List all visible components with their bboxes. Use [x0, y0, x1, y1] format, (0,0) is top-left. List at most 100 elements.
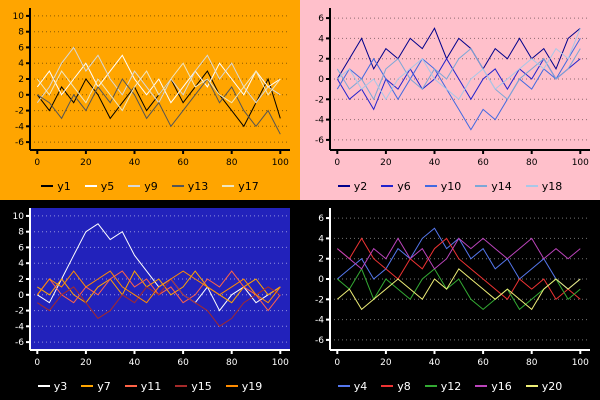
svg-text:-2: -2 [15, 107, 24, 117]
svg-text:40: 40 [429, 358, 441, 368]
svg-text:60: 60 [477, 358, 489, 368]
legend-label: y15 [191, 379, 212, 393]
legend-label: y9 [144, 179, 158, 193]
svg-text:40: 40 [129, 158, 141, 168]
legend-label: y17 [238, 179, 259, 193]
svg-text:10: 10 [13, 12, 25, 22]
svg-text:2: 2 [18, 275, 24, 285]
svg-text:-2: -2 [15, 307, 24, 317]
svg-text:10: 10 [13, 212, 25, 222]
legend-label: y20 [541, 379, 563, 393]
legend-swatch [124, 385, 137, 387]
legend-label: y8 [397, 379, 411, 393]
legend-item: y14 [475, 180, 512, 193]
svg-text:2: 2 [318, 55, 324, 65]
legend-swatch [525, 385, 538, 387]
svg-text:0: 0 [334, 158, 340, 168]
legend-bottom-right: y4 y8 y12 y16 y20 [300, 372, 600, 400]
legend-swatch [225, 385, 238, 387]
legend-swatch [381, 185, 394, 187]
legend-swatch [381, 385, 394, 387]
legend-label: y16 [491, 379, 512, 393]
svg-text:20: 20 [80, 358, 92, 368]
legend-label: y11 [140, 379, 162, 393]
svg-text:40: 40 [129, 358, 141, 368]
legend-item: y5 [84, 179, 115, 193]
legend-bottom-left: y3 y7 y11 y15 y19 [0, 372, 300, 400]
svg-text:2: 2 [18, 75, 24, 85]
svg-text:0: 0 [18, 291, 24, 301]
svg-text:-2: -2 [315, 95, 324, 105]
svg-text:4: 4 [18, 59, 24, 69]
legend-label: y2 [353, 179, 368, 193]
svg-text:6: 6 [18, 243, 24, 253]
legend-label: y4 [353, 379, 368, 393]
svg-text:20: 20 [380, 358, 392, 368]
svg-text:0: 0 [318, 275, 324, 285]
legend-swatch [525, 185, 538, 187]
svg-text:-2: -2 [315, 295, 324, 305]
svg-text:-6: -6 [15, 138, 24, 148]
legend-top-left: y1 y5 y9 y13 y17 [0, 172, 300, 200]
svg-text:-6: -6 [315, 136, 324, 146]
legend-label: y6 [397, 179, 411, 193]
legend-item: y10 [424, 180, 461, 193]
legend-label: y14 [491, 179, 512, 193]
svg-text:4: 4 [318, 234, 324, 244]
legend-swatch [81, 385, 94, 387]
legend-item: y7 [81, 380, 111, 393]
legend-item: y12 [424, 379, 462, 393]
svg-text:100: 100 [272, 358, 289, 368]
legend-label: y19 [241, 379, 263, 393]
legend-item: y11 [124, 379, 162, 393]
legend-swatch [171, 185, 184, 187]
svg-text:0: 0 [318, 75, 324, 85]
svg-text:8: 8 [18, 28, 24, 38]
legend-item: y16 [475, 380, 512, 393]
legend-label: y7 [97, 379, 111, 393]
chart-panel-bottom-right: -6 -4 -2 0 2 4 6 0 20 40 60 80 100 y4 y8 y12 y16 y20 [300, 200, 600, 400]
svg-text:80: 80 [526, 358, 538, 368]
legend-item: y18 [525, 180, 562, 193]
chart-panel-bottom-left: -6 -4 -2 0 2 4 6 8 10 0 20 40 60 80 100 y3 y7 y11 y15 y19 [0, 200, 300, 400]
svg-text:6: 6 [318, 214, 324, 224]
svg-text:-4: -4 [15, 322, 24, 332]
svg-text:2: 2 [318, 255, 324, 265]
legend-item: y20 [525, 379, 563, 393]
legend-swatch [128, 185, 141, 187]
chart-panel-top-left: -6 -4 -2 0 2 4 6 8 10 0 20 40 60 80 100 y1 y5 y9 y13 y17 [0, 0, 300, 200]
svg-text:-6: -6 [315, 336, 324, 346]
legend-item: y17 [222, 180, 259, 193]
svg-text:-4: -4 [15, 122, 24, 132]
legend-swatch [475, 185, 488, 187]
legend-item: y15 [175, 380, 212, 393]
svg-text:20: 20 [80, 158, 92, 168]
svg-text:60: 60 [177, 158, 189, 168]
svg-text:60: 60 [177, 358, 189, 368]
svg-text:80: 80 [226, 358, 238, 368]
legend-item: y13 [171, 180, 208, 193]
svg-text:0: 0 [34, 358, 40, 368]
svg-text:8: 8 [18, 228, 24, 238]
chart-panel-top-right: -6 -4 -2 0 2 4 6 0 20 40 60 80 100 y2 y6 y10 y14 y18 [300, 0, 600, 200]
legend-item: y19 [225, 379, 263, 393]
svg-text:6: 6 [318, 14, 324, 24]
svg-text:80: 80 [526, 158, 538, 168]
svg-text:40: 40 [429, 158, 441, 168]
svg-text:-4: -4 [315, 316, 324, 326]
svg-text:20: 20 [380, 158, 392, 168]
svg-text:0: 0 [34, 158, 40, 168]
legend-top-right: y2 y6 y10 y14 y18 [300, 172, 600, 200]
legend-label: y12 [440, 379, 462, 393]
legend-label: y5 [100, 179, 115, 193]
legend-label: y3 [53, 379, 68, 393]
legend-swatch [41, 185, 54, 187]
svg-text:80: 80 [226, 158, 238, 168]
legend-item: y1 [41, 180, 71, 193]
svg-text:4: 4 [318, 34, 324, 44]
legend-swatch [37, 385, 50, 387]
